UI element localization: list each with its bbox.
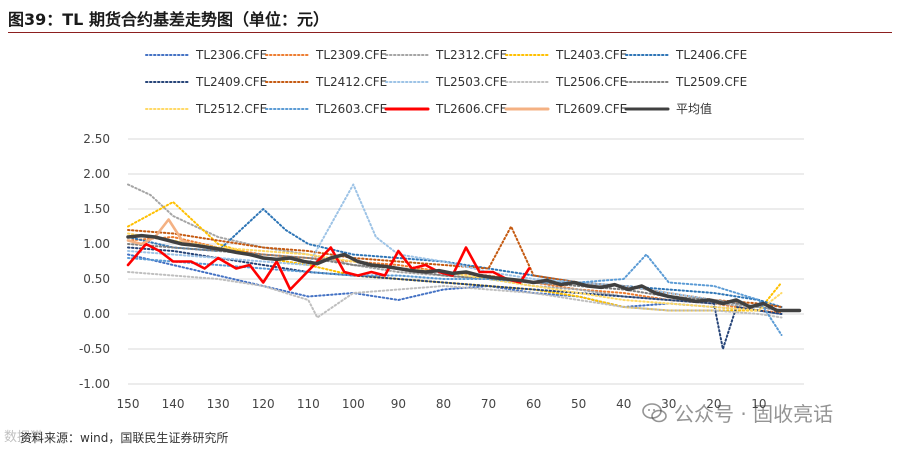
legend-entry: TL2503.CFE [435,75,507,89]
legend-entry: TL2512.CFE [195,102,267,116]
x-tick-label: 130 [207,397,230,411]
chart-series [126,183,802,350]
source-note: 资料来源：wind，国联民生证券研究所 [20,431,229,445]
x-tick-label: 70 [481,397,496,411]
watermark-left: 数据猎 [4,430,44,445]
x-tick-label: 140 [162,397,185,411]
y-tick-label: 0.50 [83,272,110,286]
x-tick-label: 10 [751,397,766,411]
watermark-right-text: 公众号 · 固收亮话 [674,402,834,426]
y-tick-label: -1.00 [79,377,110,391]
y-tick-label: -0.50 [79,342,110,356]
legend-entry: TL2603.CFE [315,102,387,116]
legend-entry: TL2309.CFE [315,48,387,62]
chart-legend: TL2306.CFE TL2309.CFE TL2312.CFE TL2403.CFE… [145,48,747,116]
x-tick-label: 120 [252,397,275,411]
figure-title: 图39：TL 期货合约基差走势图（单位：元） [8,10,329,29]
legend-entry: TL2509.CFE [675,75,747,89]
y-tick-label: 1.50 [83,202,110,216]
legend-entry: TL2412.CFE [315,75,387,89]
series-line-12 [126,242,531,291]
legend-entry: TL2606.CFE [435,102,507,116]
legend-entry: TL2406.CFE [675,48,747,62]
watermark-right: 公众号 · 固收亮话 [642,398,833,427]
y-tick-label: 1.00 [83,237,110,251]
legend-entry: TL2312.CFE [435,48,507,62]
wechat-icon [642,402,667,422]
series-line-3 [127,201,783,312]
x-tick-label: 40 [616,397,631,411]
x-tick-label: 110 [297,397,320,411]
x-tick-label: 60 [526,397,541,411]
series-line-11 [127,253,783,336]
y-axis-tick-labels: 2.50 2.00 1.50 1.00 0.50 0.00 -0.50 -1.00 [79,132,110,391]
y-tick-label: 2.50 [83,132,110,146]
x-tick-label: 90 [391,397,406,411]
series-line-10 [127,232,783,312]
x-tick-label: 100 [342,397,365,411]
legend-entry: 平均值 [676,101,712,116]
series-line-5 [127,246,783,350]
series-line-14 [126,233,802,313]
legend-entry: TL2609.CFE [555,102,627,116]
series-line-7 [127,183,783,312]
series-line-13 [126,218,193,246]
x-axis-tick-labels: 150 140 130 120 110 100 90 80 70 60 50 40 30 20 10 [117,397,767,411]
legend-entry: TL2306.CFE [195,48,267,62]
x-tick-label: 30 [661,397,676,411]
y-tick-label: 0.00 [83,307,110,321]
basis-line-chart: TL2306.CFE TL2309.CFE TL2312.CFE TL2403.CFE… [79,48,804,411]
title-divider [8,32,892,33]
legend-entry: TL2409.CFE [195,75,267,89]
series-line-8 [127,271,783,319]
x-tick-label: 80 [436,397,451,411]
chart-gridlines [128,138,804,385]
x-tick-label: 20 [706,397,721,411]
y-tick-label: 2.00 [83,167,110,181]
x-tick-label: 50 [571,397,586,411]
legend-entry: TL2403.CFE [555,48,627,62]
x-tick-label: 150 [117,397,140,411]
legend-entry: TL2506.CFE [555,75,627,89]
